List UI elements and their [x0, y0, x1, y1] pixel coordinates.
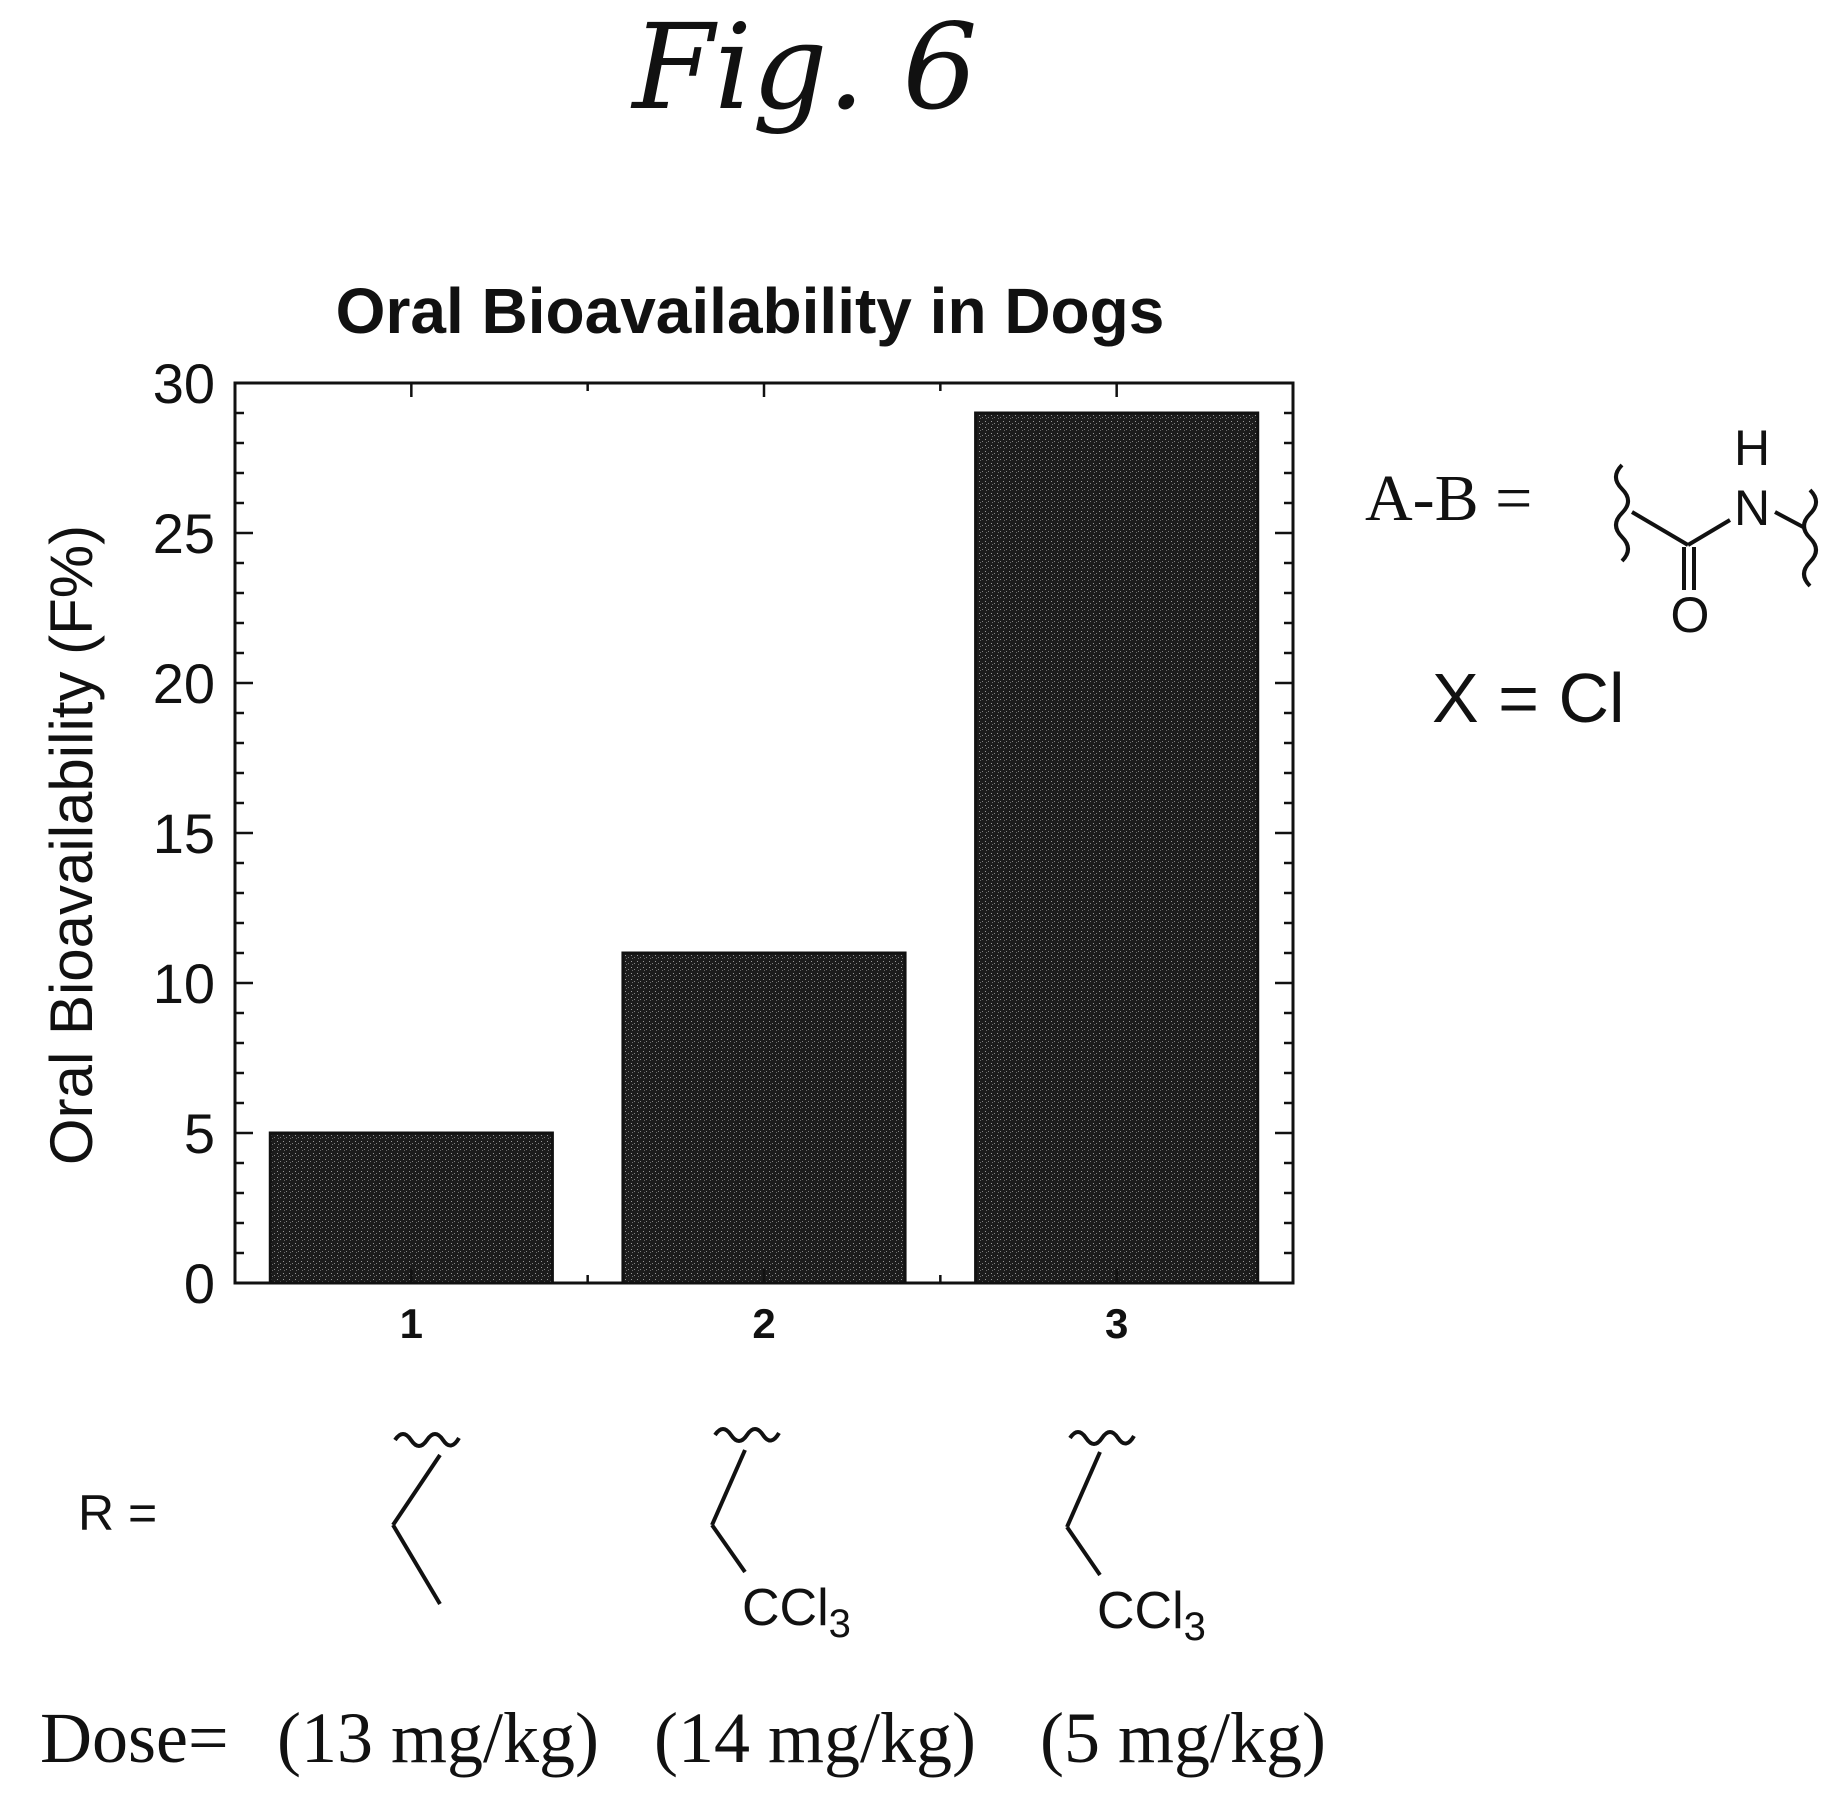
y-axis-label: Oral Bioavailability (F%)	[38, 525, 105, 1165]
r2-ccl3-main: CCl	[742, 1579, 829, 1637]
r1-bond-2	[393, 1525, 440, 1604]
y-tick-label: 15	[153, 802, 215, 865]
r2-ccl3-sub: 3	[829, 1602, 851, 1646]
r3-ccl3-main: CCl	[1097, 1582, 1184, 1640]
chart-title: Oral Bioavailability in Dogs	[336, 275, 1165, 347]
amide-h: H	[1734, 420, 1770, 476]
bar-1	[270, 1133, 552, 1283]
dose-2: (14 mg/kg)	[654, 1698, 976, 1778]
wavy-bond-right	[1804, 490, 1816, 586]
r-group-1	[393, 1434, 459, 1604]
r-group-3	[1067, 1432, 1134, 1575]
x-tick-label: 2	[752, 1300, 775, 1347]
r3-wavy-bond	[1070, 1432, 1134, 1444]
x-tick-label: 1	[400, 1300, 423, 1347]
r-label: R =	[78, 1485, 157, 1541]
r2-ccl3: CCl3	[742, 1579, 851, 1646]
amide-n: N	[1734, 480, 1770, 536]
r2-bond-2	[712, 1525, 745, 1572]
carbonyl-o: O	[1671, 587, 1710, 643]
bar-3	[976, 413, 1258, 1283]
r1-bond-1	[393, 1455, 440, 1525]
r3-bond-2	[1067, 1527, 1100, 1575]
r-group-2	[712, 1429, 779, 1572]
y-tick-label: 10	[153, 952, 215, 1015]
bond-n-right	[1775, 512, 1805, 528]
ab-label: A-B =	[1365, 462, 1532, 535]
r2-bond-1	[712, 1450, 745, 1525]
y-tick-label: 0	[184, 1252, 215, 1315]
dose-3: (5 mg/kg)	[1040, 1698, 1326, 1778]
y-tick-label: 5	[184, 1102, 215, 1165]
r3-bond-1	[1067, 1452, 1100, 1527]
dose-label: Dose=	[40, 1698, 229, 1778]
r3-ccl3-sub: 3	[1184, 1605, 1206, 1649]
x-tick-label: 3	[1105, 1300, 1128, 1347]
r2-wavy-bond	[715, 1429, 779, 1441]
ab-amide-structure	[1616, 465, 1816, 590]
x-label: X = Cl	[1432, 659, 1625, 737]
bar-2	[623, 953, 905, 1283]
bond-to-nitrogen	[1688, 520, 1730, 545]
y-tick-label: 25	[153, 502, 215, 565]
y-tick-label: 20	[153, 652, 215, 715]
dose-1: (13 mg/kg)	[277, 1698, 599, 1778]
r1-wavy-bond	[395, 1434, 459, 1446]
figure-label: Fig. 6	[630, 0, 977, 136]
r3-ccl3: CCl3	[1097, 1582, 1206, 1649]
wavy-bond-left	[1616, 465, 1628, 561]
y-tick-label: 30	[153, 352, 215, 415]
bond-to-carbonyl	[1632, 512, 1688, 545]
